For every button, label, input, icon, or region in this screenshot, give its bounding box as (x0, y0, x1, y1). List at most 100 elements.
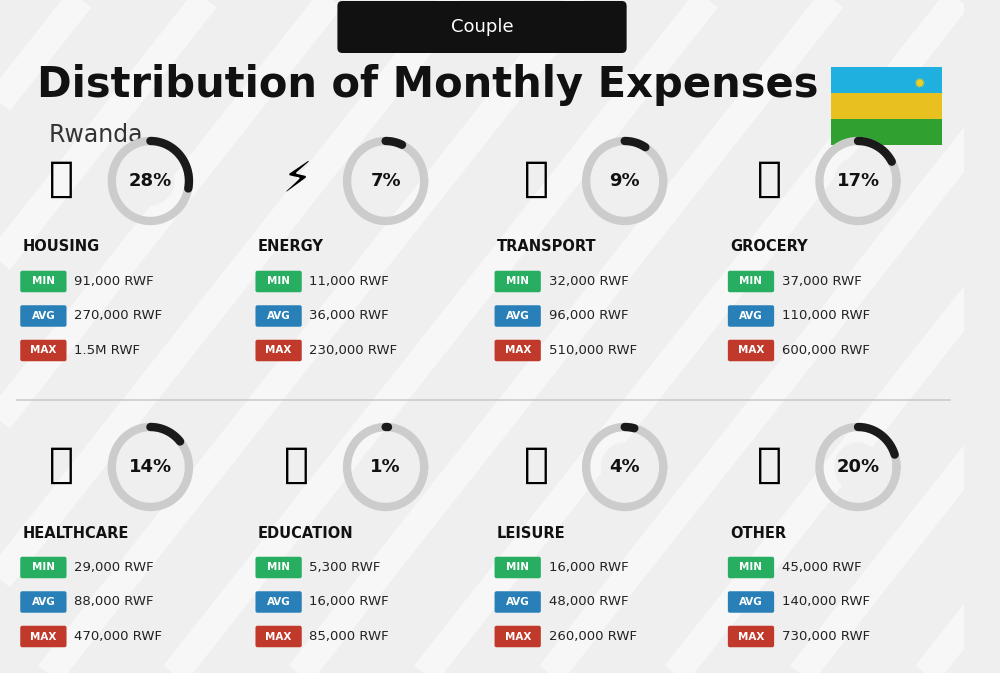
Text: AVG: AVG (739, 597, 763, 607)
Text: 4%: 4% (609, 458, 640, 476)
Text: 1%: 1% (370, 458, 401, 476)
FancyBboxPatch shape (495, 306, 541, 327)
Text: LEISURE: LEISURE (496, 526, 565, 540)
Polygon shape (602, 443, 648, 491)
Text: MIN: MIN (32, 563, 55, 573)
Text: 29,000 RWF: 29,000 RWF (74, 561, 154, 574)
FancyBboxPatch shape (495, 340, 541, 361)
Text: 5,300 RWF: 5,300 RWF (309, 561, 381, 574)
Text: 16,000 RWF: 16,000 RWF (549, 561, 628, 574)
Text: 88,000 RWF: 88,000 RWF (74, 596, 154, 608)
FancyBboxPatch shape (728, 271, 774, 292)
Text: MIN: MIN (739, 277, 762, 287)
Text: 🎓: 🎓 (284, 444, 309, 486)
FancyBboxPatch shape (495, 557, 541, 578)
Text: 🚌: 🚌 (524, 158, 549, 200)
Text: MAX: MAX (505, 631, 531, 641)
Text: HEALTHCARE: HEALTHCARE (22, 526, 129, 540)
Text: MAX: MAX (738, 631, 764, 641)
Text: 110,000 RWF: 110,000 RWF (782, 310, 870, 322)
Text: 32,000 RWF: 32,000 RWF (549, 275, 628, 288)
FancyBboxPatch shape (255, 557, 302, 578)
Text: MAX: MAX (30, 631, 57, 641)
Polygon shape (602, 157, 648, 205)
Text: 45,000 RWF: 45,000 RWF (782, 561, 861, 574)
Polygon shape (835, 157, 881, 205)
FancyBboxPatch shape (255, 306, 302, 327)
Text: 💰: 💰 (757, 444, 782, 486)
Polygon shape (127, 157, 174, 205)
Text: 48,000 RWF: 48,000 RWF (549, 596, 628, 608)
Text: ✹: ✹ (914, 77, 926, 91)
Text: 9%: 9% (609, 172, 640, 190)
Polygon shape (127, 443, 174, 491)
Text: MIN: MIN (506, 563, 529, 573)
Text: GROCERY: GROCERY (730, 240, 807, 254)
Text: 7%: 7% (370, 172, 401, 190)
Text: MAX: MAX (30, 345, 57, 355)
Text: AVG: AVG (506, 597, 530, 607)
Text: AVG: AVG (32, 311, 55, 321)
Text: HOUSING: HOUSING (22, 240, 99, 254)
Text: 270,000 RWF: 270,000 RWF (74, 310, 162, 322)
Text: AVG: AVG (739, 311, 763, 321)
Text: Rwanda: Rwanda (48, 123, 143, 147)
Text: 🏢: 🏢 (49, 158, 74, 200)
Text: 🛍: 🛍 (524, 444, 549, 486)
Text: 260,000 RWF: 260,000 RWF (549, 630, 637, 643)
Text: 230,000 RWF: 230,000 RWF (309, 344, 398, 357)
Text: MIN: MIN (267, 277, 290, 287)
FancyBboxPatch shape (255, 340, 302, 361)
Text: 140,000 RWF: 140,000 RWF (782, 596, 870, 608)
Text: MIN: MIN (32, 277, 55, 287)
Text: TRANSPORT: TRANSPORT (496, 240, 596, 254)
Text: MAX: MAX (265, 631, 292, 641)
FancyBboxPatch shape (831, 67, 942, 93)
Text: 🛒: 🛒 (757, 158, 782, 200)
Text: 💗: 💗 (49, 444, 74, 486)
Text: 17%: 17% (836, 172, 880, 190)
FancyBboxPatch shape (255, 626, 302, 647)
FancyBboxPatch shape (255, 592, 302, 612)
Text: MAX: MAX (505, 345, 531, 355)
Text: AVG: AVG (267, 597, 290, 607)
Text: MIN: MIN (267, 563, 290, 573)
FancyBboxPatch shape (495, 626, 541, 647)
Text: 1.5M RWF: 1.5M RWF (74, 344, 140, 357)
Text: 91,000 RWF: 91,000 RWF (74, 275, 154, 288)
FancyBboxPatch shape (728, 557, 774, 578)
FancyBboxPatch shape (20, 592, 67, 612)
Text: 20%: 20% (836, 458, 880, 476)
FancyBboxPatch shape (728, 340, 774, 361)
Text: 37,000 RWF: 37,000 RWF (782, 275, 862, 288)
FancyBboxPatch shape (728, 592, 774, 612)
Text: 14%: 14% (129, 458, 172, 476)
FancyBboxPatch shape (20, 340, 67, 361)
FancyBboxPatch shape (495, 271, 541, 292)
FancyBboxPatch shape (728, 306, 774, 327)
FancyBboxPatch shape (20, 306, 67, 327)
Text: EDUCATION: EDUCATION (257, 526, 353, 540)
Polygon shape (835, 443, 881, 491)
Text: AVG: AVG (267, 311, 290, 321)
FancyBboxPatch shape (728, 626, 774, 647)
FancyBboxPatch shape (20, 271, 67, 292)
Text: 11,000 RWF: 11,000 RWF (309, 275, 389, 288)
Text: MIN: MIN (739, 563, 762, 573)
Text: 510,000 RWF: 510,000 RWF (549, 344, 637, 357)
Text: 600,000 RWF: 600,000 RWF (782, 344, 870, 357)
Text: Distribution of Monthly Expenses: Distribution of Monthly Expenses (37, 64, 818, 106)
Text: Couple: Couple (451, 17, 513, 36)
Text: 16,000 RWF: 16,000 RWF (309, 596, 389, 608)
FancyBboxPatch shape (20, 626, 67, 647)
Text: 96,000 RWF: 96,000 RWF (549, 310, 628, 322)
FancyBboxPatch shape (20, 557, 67, 578)
Text: 36,000 RWF: 36,000 RWF (309, 310, 389, 322)
Polygon shape (362, 443, 409, 491)
Text: OTHER: OTHER (730, 526, 786, 540)
Text: ENERGY: ENERGY (257, 240, 323, 254)
Text: ⚡: ⚡ (282, 158, 312, 200)
Text: AVG: AVG (32, 597, 55, 607)
Text: 470,000 RWF: 470,000 RWF (74, 630, 162, 643)
FancyBboxPatch shape (255, 271, 302, 292)
